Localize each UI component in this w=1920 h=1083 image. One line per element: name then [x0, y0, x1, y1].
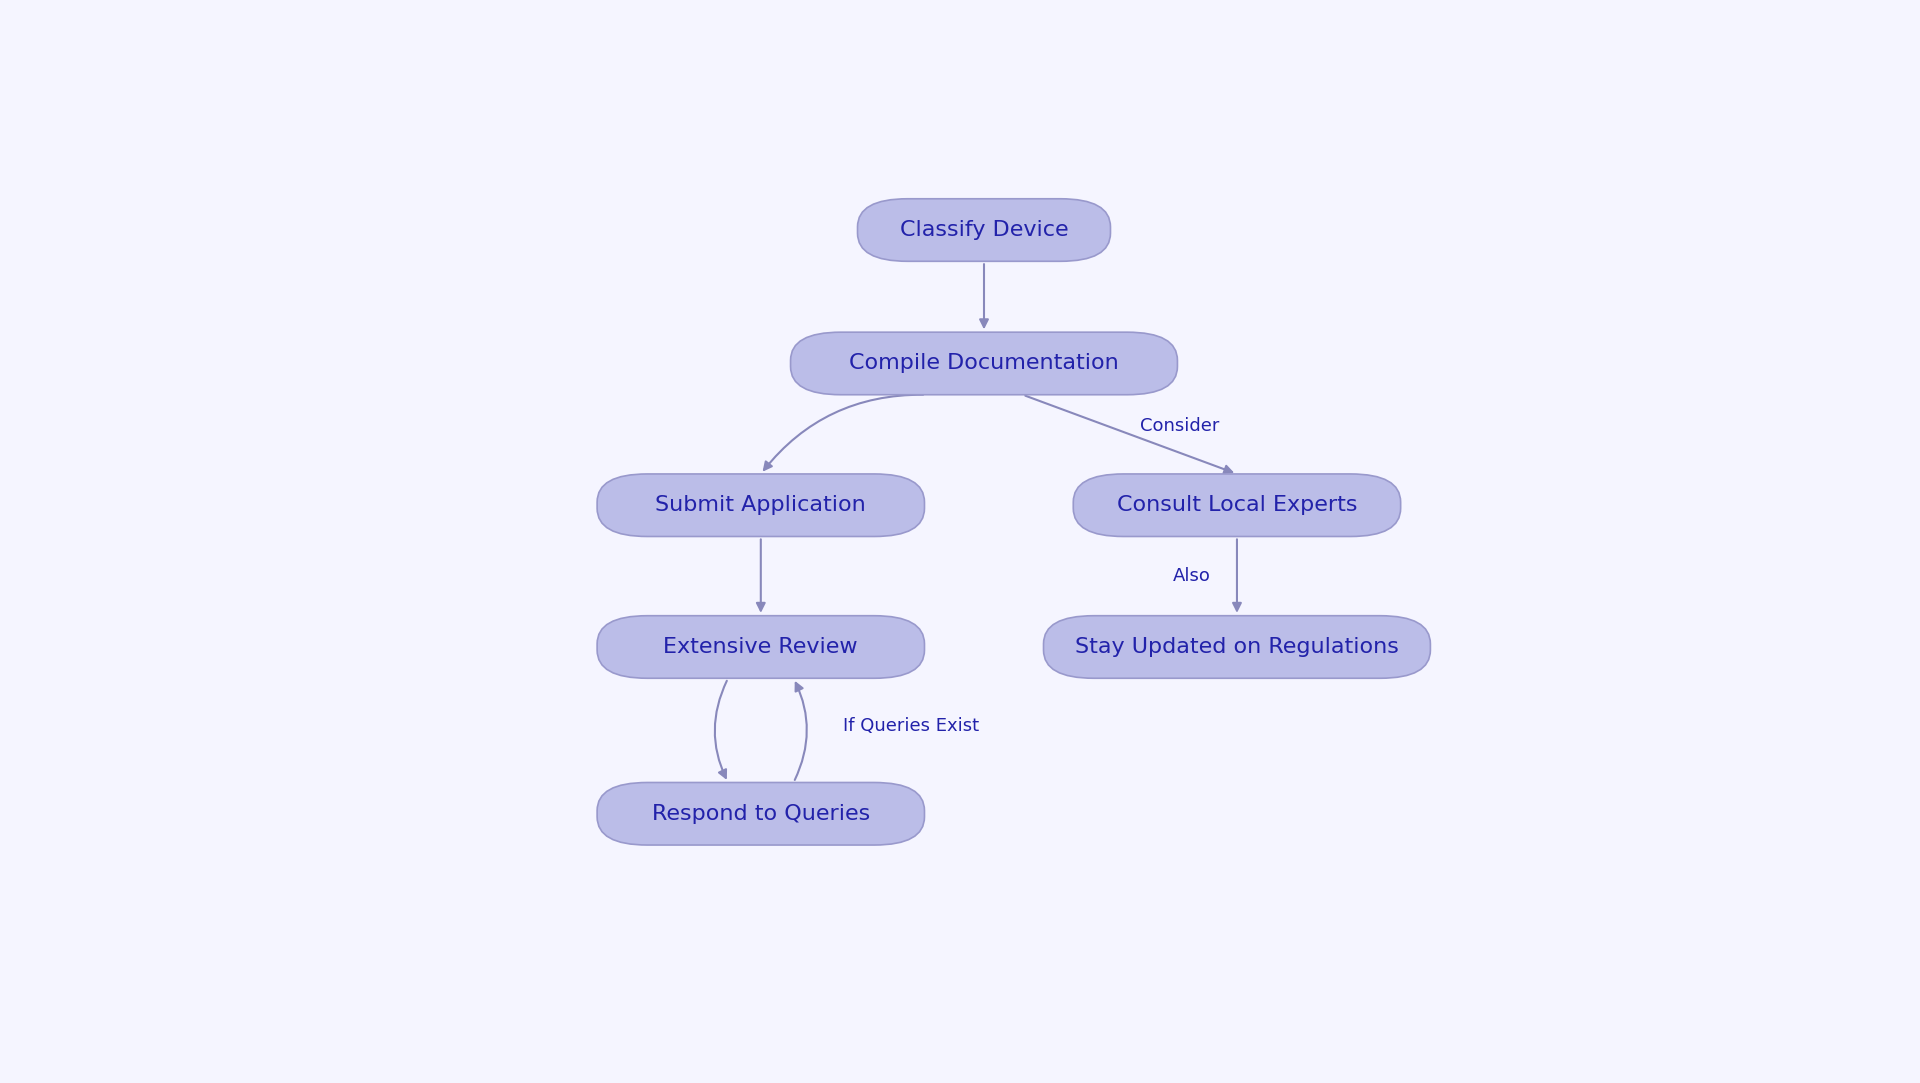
Text: Consult Local Experts: Consult Local Experts: [1117, 495, 1357, 516]
Text: If Queries Exist: If Queries Exist: [843, 717, 979, 735]
FancyBboxPatch shape: [597, 783, 924, 845]
FancyBboxPatch shape: [597, 616, 924, 678]
Text: Classify Device: Classify Device: [900, 220, 1068, 240]
FancyBboxPatch shape: [597, 474, 924, 536]
Text: Extensive Review: Extensive Review: [664, 637, 858, 657]
Text: Submit Application: Submit Application: [655, 495, 866, 516]
Text: Respond to Queries: Respond to Queries: [651, 804, 870, 824]
FancyBboxPatch shape: [791, 332, 1177, 394]
Text: Stay Updated on Regulations: Stay Updated on Regulations: [1075, 637, 1400, 657]
Text: Compile Documentation: Compile Documentation: [849, 353, 1119, 374]
Text: Also: Also: [1173, 567, 1212, 585]
FancyBboxPatch shape: [1073, 474, 1402, 536]
FancyBboxPatch shape: [858, 199, 1110, 261]
Text: Consider: Consider: [1140, 417, 1219, 435]
FancyBboxPatch shape: [1044, 616, 1430, 678]
